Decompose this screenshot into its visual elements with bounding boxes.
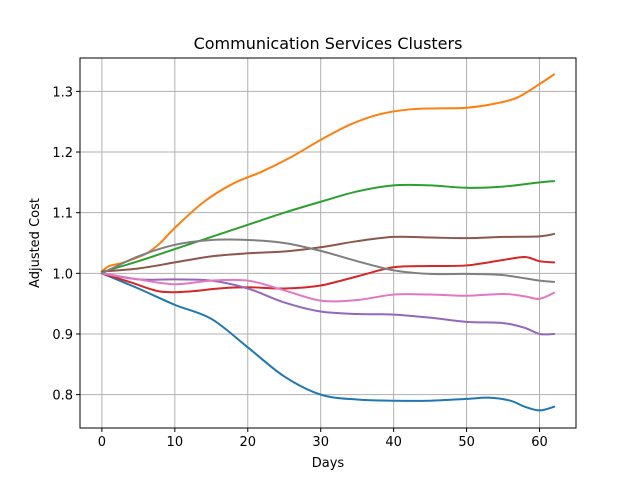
grid xyxy=(80,58,576,428)
y-tick-label: 1.0 xyxy=(52,267,73,282)
y-tick-label: 1.3 xyxy=(52,85,73,100)
series-line-4 xyxy=(100,255,556,294)
y-tick-label: 1.1 xyxy=(52,207,73,222)
y-tick-label: 0.8 xyxy=(52,389,73,404)
x-tick-label: 10 xyxy=(167,435,184,450)
series-line-8 xyxy=(100,238,556,283)
plot-frame xyxy=(79,57,577,429)
series-line-3 xyxy=(100,180,556,274)
series-lines xyxy=(100,73,556,412)
x-tick-label: 0 xyxy=(98,435,106,450)
series-line-6 xyxy=(100,232,556,273)
x-tick-label: 50 xyxy=(458,435,475,450)
ticks: 0 10 20 30 40 50 60 0.8 0.9 1.0 1.1 1.2 1.3 xyxy=(52,85,547,450)
x-axis-label: Days xyxy=(312,456,345,471)
y-axis-label: Adjusted Cost xyxy=(28,198,43,288)
x-tick-label: 40 xyxy=(385,435,402,450)
y-tick-label: 0.9 xyxy=(52,328,73,343)
x-tick-label: 20 xyxy=(239,435,256,450)
series-line-7 xyxy=(100,272,556,303)
x-tick-label: 60 xyxy=(531,435,548,450)
chart-title: Communication Services Clusters xyxy=(194,34,463,53)
y-tick-label: 1.2 xyxy=(52,146,73,161)
x-tick-label: 30 xyxy=(312,435,329,450)
series-line-5 xyxy=(100,272,556,336)
series-line-1 xyxy=(100,272,556,412)
